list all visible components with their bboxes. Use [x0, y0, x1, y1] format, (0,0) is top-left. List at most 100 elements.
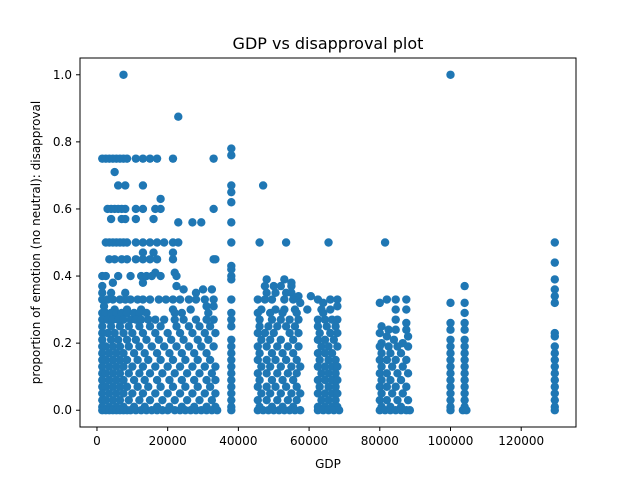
data-point: [317, 395, 326, 405]
data-point: [135, 395, 144, 405]
data-point: [446, 355, 455, 365]
data-point: [267, 349, 277, 358]
data-point: [262, 369, 271, 378]
data-point: [168, 355, 178, 365]
data-point: [460, 395, 469, 405]
data-point: [135, 369, 144, 378]
data-point: [460, 298, 469, 308]
data-point: [550, 238, 559, 247]
data-point: [113, 335, 123, 344]
data-point: [227, 355, 236, 365]
data-point: [391, 355, 400, 365]
data-point: [253, 295, 263, 304]
data-point: [313, 335, 323, 344]
data-point: [333, 375, 342, 385]
data-point: [151, 315, 160, 324]
data-point: [205, 382, 215, 391]
data-point: [278, 349, 287, 358]
data-point: [101, 382, 111, 391]
data-point: [287, 362, 296, 371]
data-point: [393, 395, 402, 405]
data-point: [262, 288, 271, 298]
data-point: [106, 322, 116, 331]
data-point: [446, 335, 455, 344]
data-point: [145, 154, 155, 163]
data-point: [156, 194, 165, 204]
data-point: [320, 315, 330, 324]
data-point: [135, 322, 144, 331]
data-point: [227, 181, 236, 190]
data-point: [168, 154, 178, 163]
data-point: [145, 255, 155, 264]
data-point: [255, 322, 264, 331]
data-point: [119, 328, 128, 338]
data-point: [138, 248, 148, 257]
data-point: [212, 406, 222, 415]
data-point: [287, 281, 296, 291]
data-point: [550, 298, 559, 308]
data-point: [320, 349, 330, 358]
data-point: [227, 406, 236, 415]
data-point: [333, 328, 342, 338]
data-point: [121, 288, 130, 298]
data-point: [326, 295, 335, 304]
data-point: [281, 355, 291, 365]
data-point: [147, 342, 156, 351]
data-point: [177, 349, 187, 358]
data-point: [375, 369, 384, 378]
data-point: [108, 342, 118, 351]
data-point: [138, 328, 148, 338]
data-point: [227, 308, 236, 318]
data-point: [550, 275, 559, 284]
data-point: [386, 349, 395, 358]
data-point: [179, 335, 188, 344]
data-point: [313, 389, 323, 398]
data-point: [266, 335, 275, 344]
data-point: [375, 355, 384, 365]
data-point: [106, 214, 116, 224]
data-point: [168, 248, 178, 257]
data-point: [269, 328, 278, 338]
data-point: [193, 382, 202, 391]
data-point: [384, 342, 393, 351]
data-point: [227, 275, 236, 284]
data-point: [276, 335, 285, 344]
data-point: [195, 395, 204, 405]
data-point: [202, 315, 211, 324]
data-point: [227, 198, 236, 207]
data-point: [161, 295, 171, 304]
data-point: [331, 382, 340, 391]
data-point: [324, 369, 333, 378]
data-point: [262, 275, 271, 284]
data-point: [186, 305, 195, 314]
data-point: [271, 288, 280, 298]
data-point: [112, 375, 121, 385]
data-point: [168, 382, 178, 391]
data-point: [98, 362, 107, 371]
data-point: [131, 154, 141, 163]
data-point: [281, 322, 291, 331]
data-point: [326, 305, 335, 314]
data-point: [550, 382, 559, 391]
data-point: [460, 342, 469, 351]
data-point: [131, 238, 141, 247]
data-point: [211, 362, 220, 371]
data-point: [138, 362, 148, 371]
data-point: [170, 369, 179, 378]
data-point: [172, 322, 181, 331]
data-point: [326, 328, 335, 338]
data-point: [292, 369, 301, 378]
data-point: [329, 335, 339, 344]
data-point: [255, 375, 264, 385]
data-point: [119, 315, 128, 324]
data-point: [269, 281, 278, 291]
data-point: [227, 238, 236, 247]
data-point: [184, 342, 194, 351]
data-point: [402, 355, 411, 365]
data-point: [285, 328, 294, 338]
data-point: [324, 382, 333, 391]
data-point: [402, 318, 411, 328]
data-point: [211, 255, 220, 264]
data-point: [227, 295, 236, 304]
